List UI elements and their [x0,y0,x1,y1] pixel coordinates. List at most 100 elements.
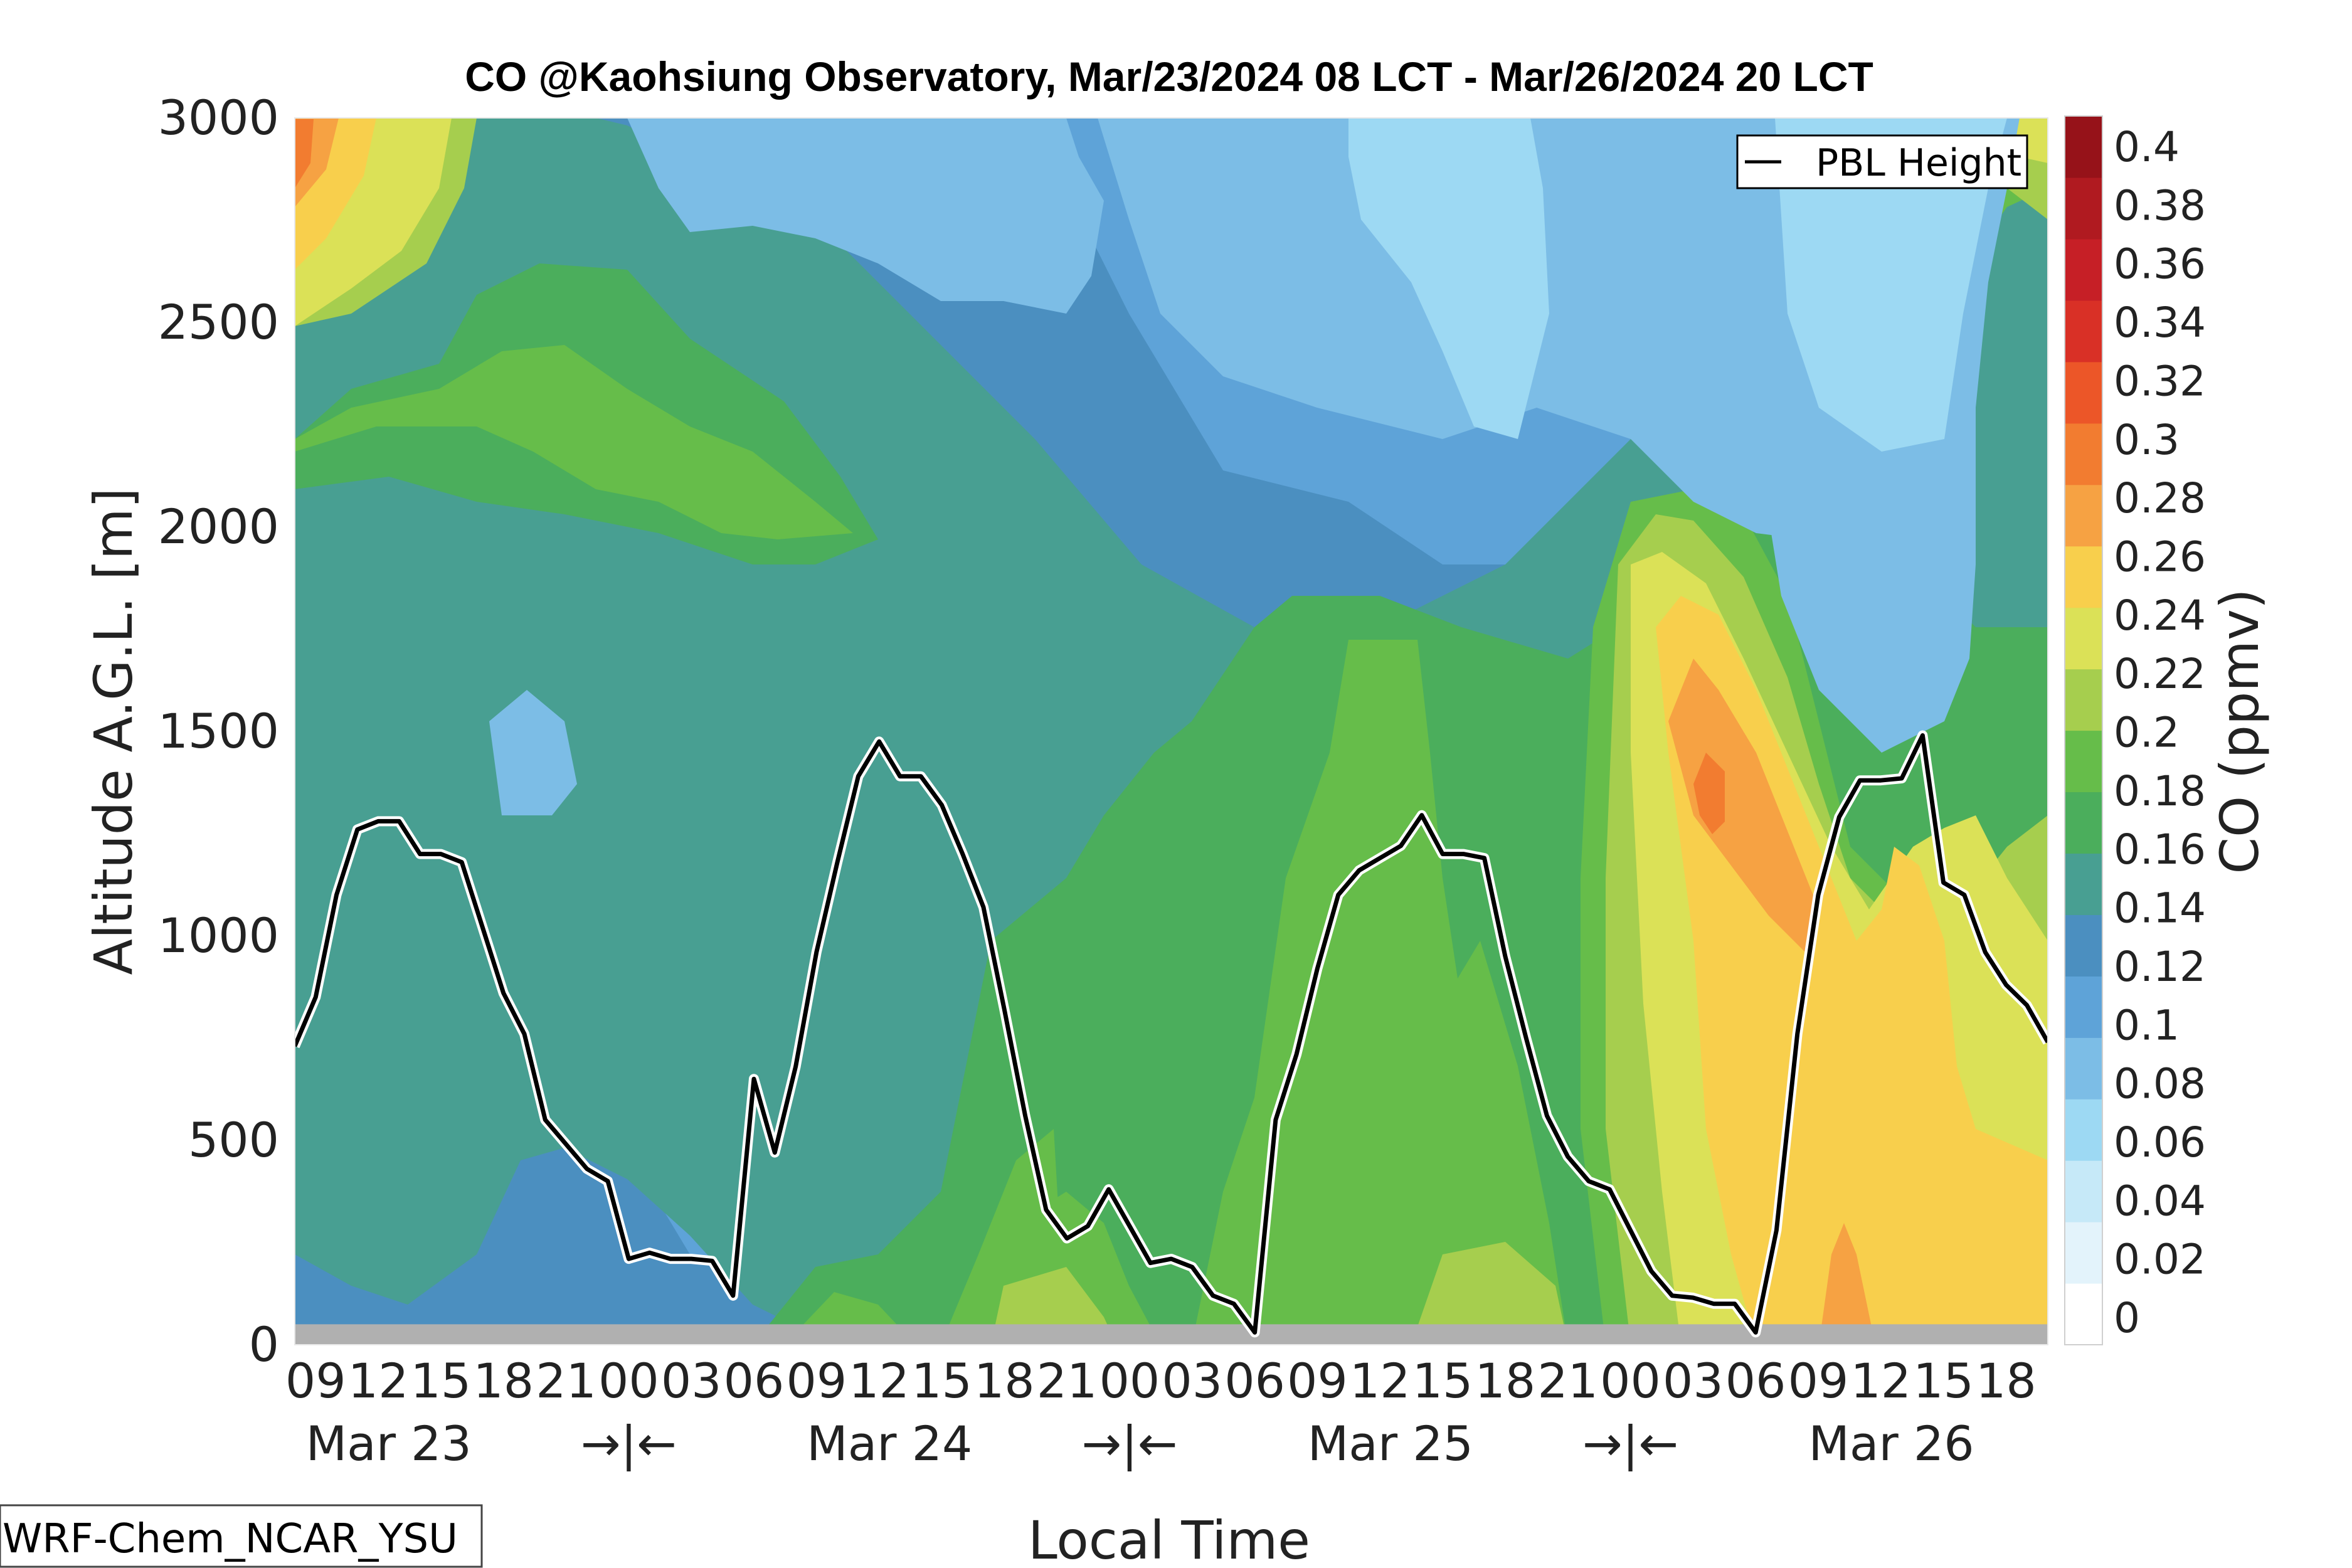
x-tick-label: 21 [1537,1353,1598,1409]
annotation-text: WRF-Chem_NCAR_YSU [3,1516,458,1562]
x-day-labels: Mar 23 →|← Mar 24 →|← Mar 25 →|← Mar 26 [306,1416,1974,1472]
x-day-label: Mar 24 [807,1416,972,1471]
x-axis-label: Local Time [1028,1510,1310,1568]
colorbar-segment [2065,1037,2102,1099]
x-tick-label: 15 [911,1353,972,1409]
x-day-label: Mar 26 [1808,1416,1974,1471]
x-day-label: Mar 25 [1308,1416,1473,1471]
colorbar-tick-label: 0.14 [2114,884,2206,933]
contour-0.08 [489,118,2020,815]
x-tick-label: 15 [1913,1353,1974,1409]
y-axis: 0 500 1000 1500 2000 2500 3000 [158,90,279,1372]
x-axis: 09 12 15 18 21 00 03 06 09 12 15 18 21 00 03 06 09 12 15 18… [285,1353,2037,1409]
contour-0.20 [295,118,2048,1345]
colorbar-tick-label: 0.08 [2114,1060,2206,1108]
annotation-box [0,1504,483,1568]
x-tick-label: 12 [849,1353,909,1409]
colorbar-tick-label: 0.26 [2114,533,2206,581]
colorbar-tick-label: 0.32 [2114,357,2206,405]
y-axis-label: Altitude A.G.L. [m] [83,488,144,975]
colorbar-tick-label: 0.04 [2114,1177,2206,1225]
colorbar-segment [2065,976,2102,1038]
x-tick-label: 12 [348,1353,409,1409]
x-tick-label: 09 [786,1353,847,1409]
colorbar-segment [2065,546,2102,608]
colorbar-segment [2065,730,2102,793]
colorbar-tick-label: 0.1 [2114,1001,2180,1049]
x-tick-label: 00 [598,1353,659,1409]
colorbar-segment [2065,423,2102,485]
x-tick-label: 12 [1850,1353,1911,1409]
colorbar-segment [2065,300,2102,363]
colorbar-segment [2065,669,2102,731]
colorbar-tick-label: 0 [2114,1294,2140,1342]
surface-band [295,1324,2048,1345]
colorbar-tick-label: 0.2 [2114,709,2180,757]
chart-title: CO @Kaohsiung Observatory, Mar/23/2024 0… [465,53,1873,100]
colorbar-tick-label: 0.38 [2114,181,2206,230]
colorbar-segment [2065,238,2102,301]
colorbar-segment [2065,1283,2102,1345]
x-tick-label: 09 [285,1353,346,1409]
colorbar-tick-label: 0.22 [2114,650,2206,698]
colorbar-segment [2065,1160,2102,1222]
colorbar-tick-label: 0.18 [2114,767,2206,815]
x-tick-label: 21 [1037,1353,1098,1409]
colorbar-tick-label: 0.36 [2114,240,2206,289]
x-tick-label: 06 [1224,1353,1285,1409]
colorbar-segment [2065,1099,2102,1161]
pbl-legend: PBL Height [1736,134,2028,189]
colorbar-frame [2064,115,2103,1345]
x-tick-label: 09 [1788,1353,1849,1409]
colorbar-segment [2065,914,2102,977]
x-day-label: →|← [1081,1416,1177,1472]
legend-box [1736,134,2028,189]
y-tick-label: 0 [249,1316,279,1372]
colorbar-segment [2065,853,2102,915]
colorbar-segment [2065,1222,2102,1284]
x-tick-label: 21 [536,1353,596,1409]
y-tick-label: 1000 [158,908,279,963]
x-tick-label: 06 [1725,1353,1786,1409]
x-tick-label: 15 [411,1353,472,1409]
colorbar-segment [2065,361,2102,424]
colorbar-tick-label: 0.3 [2114,416,2180,464]
colorbar-tick-label: 0.34 [2114,299,2206,347]
colorbar-ticks: 0 0.02 0.04 0.06 0.08 0.1 0.12 0.14 0.16 0.18 0.2 0… [2114,123,2206,1342]
x-tick-label: 03 [661,1353,722,1409]
x-day-label: →|← [1582,1416,1678,1472]
x-tick-label: 18 [974,1353,1035,1409]
x-tick-label: 03 [1663,1353,1724,1409]
colorbar-segment [2065,116,2102,178]
y-tick-label: 2500 [158,294,279,350]
colorbar-tick-label: 0.28 [2114,474,2206,522]
legend-label: PBL Height [1816,141,2021,185]
colorbar-tick-label: 0.06 [2114,1118,2206,1167]
x-tick-label: 06 [724,1353,785,1409]
pbl-height-line [295,733,2048,1335]
co-contour-field [295,118,2048,1345]
x-tick-label: 18 [1976,1353,2037,1409]
colorbar [2065,116,2102,1345]
x-day-label: Mar 23 [306,1416,472,1471]
colorbar-label: CO (ppmv) [2209,588,2270,874]
colorbar-segment [2065,177,2102,240]
y-tick-label: 1500 [158,703,279,759]
colorbar-tick-label: 0.02 [2114,1236,2206,1284]
y-tick-label: 500 [188,1112,279,1168]
x-day-label: →|← [581,1416,677,1472]
x-tick-label: 00 [1099,1353,1160,1409]
colorbar-tick-label: 0.4 [2114,123,2180,171]
x-tick-label: 00 [1600,1353,1661,1409]
colorbar-tick-label: 0.16 [2114,825,2206,874]
x-tick-label: 15 [1412,1353,1473,1409]
y-tick-label: 2000 [158,499,279,554]
colorbar-segment [2065,607,2102,670]
x-tick-label: 09 [1287,1353,1348,1409]
plot-frame [294,117,2048,1345]
colorbar-tick-label: 0.24 [2114,591,2206,640]
contour-0.06 [1348,118,2007,452]
colorbar-segment [2065,792,2102,854]
x-tick-label: 18 [1475,1353,1536,1409]
